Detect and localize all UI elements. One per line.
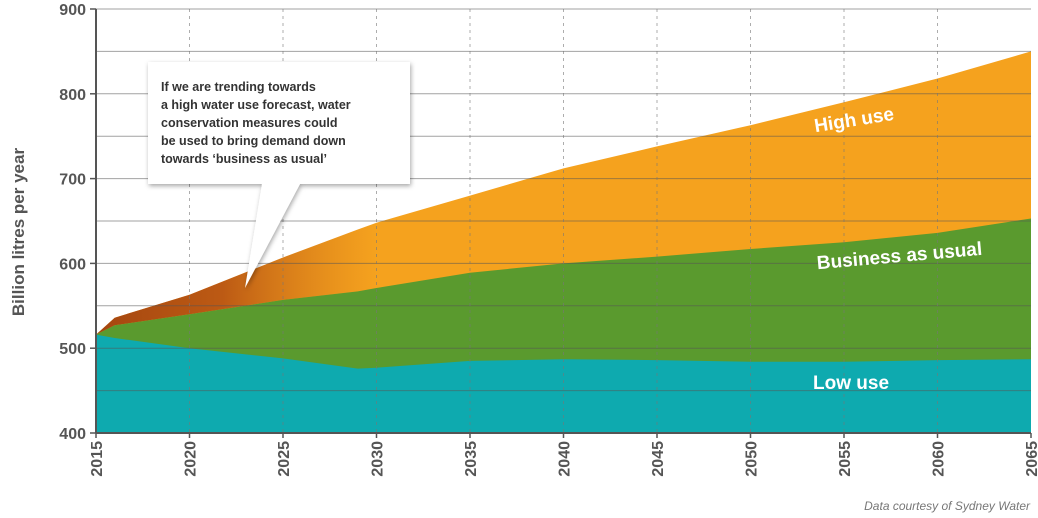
y-tick-label: 600 [59,256,86,273]
x-tick-label: 2030 [370,441,387,477]
x-tick-label: 2050 [744,441,761,477]
callout-line-2: a high water use forecast, water [161,98,351,112]
x-tick-label: 2025 [276,441,293,477]
svg-text:If we are trending towards: If we are trending towards [161,80,316,94]
x-tick-label: 2035 [463,441,480,477]
callout-box: If we are trending towards a high water … [148,62,410,288]
svg-text:conservation measures could: conservation measures could [161,116,337,130]
y-tick-label: 700 [59,172,86,189]
series-area-low-use [96,334,1031,433]
svg-text:be used to bring demand down: be used to bring demand down [161,134,346,148]
y-tick-label: 400 [59,426,86,443]
series-label-low-use: Low use [813,373,889,394]
y-axis-label: Billion litres per year [9,148,28,317]
x-tick-label: 2020 [183,441,200,477]
y-tick-label: 500 [59,341,86,358]
x-tick-label: 2065 [1024,441,1038,477]
svg-text:towards ‘business as usual’: towards ‘business as usual’ [161,152,327,166]
x-tick-label: 2055 [837,441,854,477]
x-tick-label: 2015 [89,441,106,477]
high-use-overlay [96,222,377,335]
y-tick-label: 800 [59,87,86,104]
callout-line-3: conservation measures could [161,116,337,130]
y-tick-label: 900 [59,2,86,19]
axes: 400 500 600 700 800 900 2015 2020 2025 2030 2035 20… [59,2,1038,477]
source-note: Data courtesy of Sydney Water [864,499,1031,513]
x-tick-label: 2060 [931,441,948,477]
callout-line-5: towards ‘business as usual’ [161,152,327,166]
callout-line-4: be used to bring demand down [161,134,346,148]
x-tick-label: 2045 [650,441,667,477]
gridlines [96,8,1031,433]
callout-line-1: If we are trending towards [161,80,316,94]
svg-text:a high water use forecast, wat: a high water use forecast, water [161,98,351,112]
x-tick-label: 2040 [557,441,574,477]
